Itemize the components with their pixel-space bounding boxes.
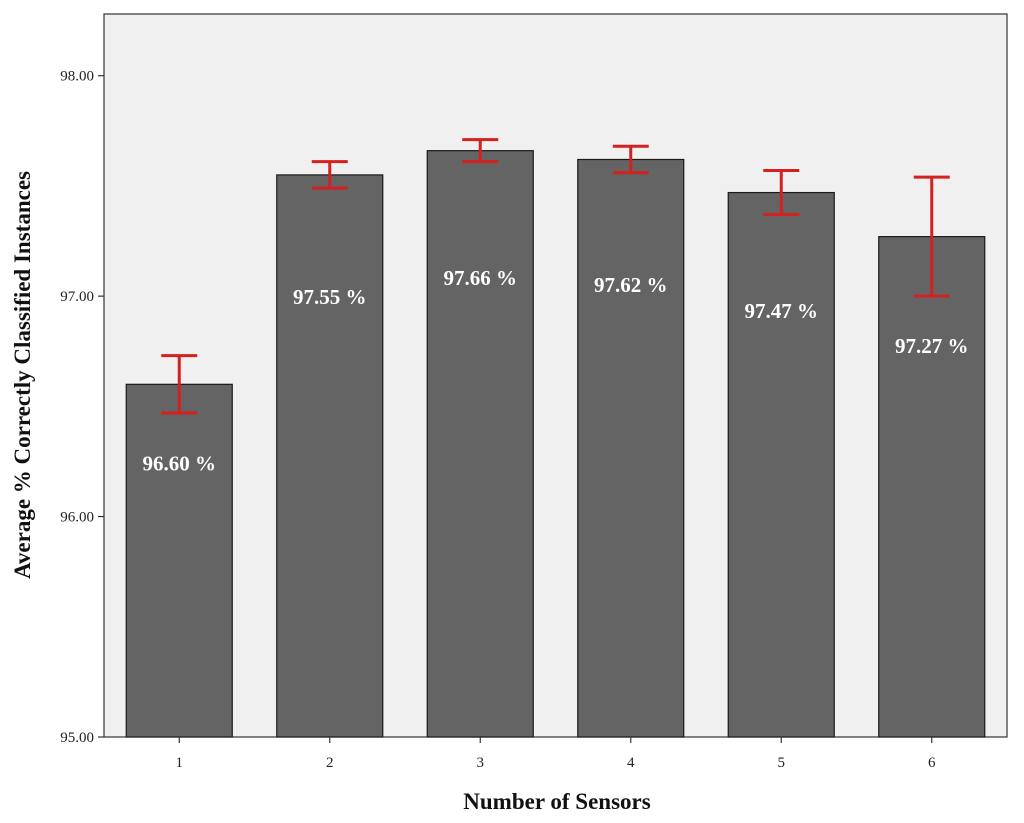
bar-value-labels: 96.60 % 97.55 % 97.66 % 97.62 % 97.47 % 97.27…	[143, 266, 969, 476]
y-tick-label: 97.00	[60, 289, 94, 305]
bar-value-label: 97.27 %	[895, 334, 969, 358]
x-axis-title: Number of Sensors	[463, 789, 650, 814]
x-tick-label: 3	[477, 755, 485, 771]
bar	[878, 236, 986, 738]
y-tick-label: 96.00	[60, 510, 94, 526]
bar-value-label: 97.62 %	[594, 273, 668, 297]
bar	[125, 383, 233, 738]
bar	[426, 150, 534, 738]
bar-value-label: 97.55 %	[293, 285, 367, 309]
x-tick-label: 1	[176, 755, 184, 771]
error-bars	[161, 138, 950, 415]
y-tick-label: 98.00	[60, 69, 94, 85]
bar	[577, 158, 685, 738]
y-axis-title: Average % Correctly Classified Instances	[10, 171, 35, 579]
bar	[727, 191, 835, 738]
x-tick-label: 2	[326, 755, 334, 771]
bar-value-label: 96.60 %	[143, 452, 217, 476]
x-tick-label: 6	[928, 755, 936, 771]
bar-value-label: 97.47 %	[745, 299, 819, 323]
y-tick-label: 95.00	[60, 730, 94, 746]
y-axis: 95.00 96.00 97.00 98.00	[60, 69, 104, 746]
x-axis: 1 2 3 4 5 6	[176, 737, 936, 771]
bars	[125, 150, 986, 738]
x-tick-label: 5	[778, 755, 786, 771]
x-tick-label: 4	[627, 755, 635, 771]
bar	[276, 174, 384, 738]
bar-value-label: 97.66 %	[444, 266, 518, 290]
plot-area	[103, 13, 1008, 738]
